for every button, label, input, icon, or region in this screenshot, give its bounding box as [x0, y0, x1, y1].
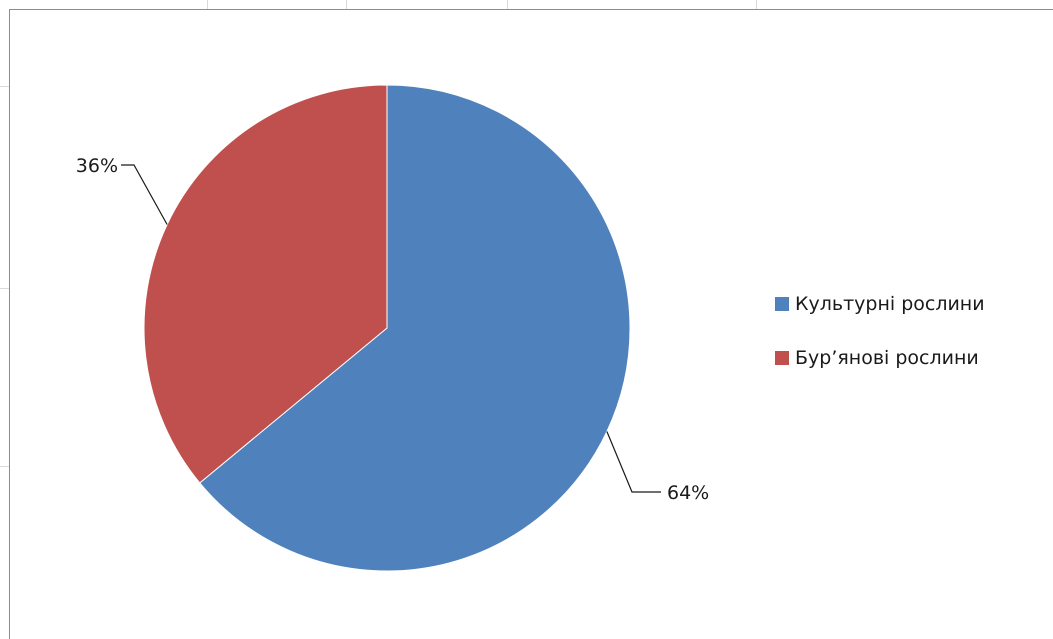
legend-label-weeds: Бур’янові рослини [795, 347, 979, 369]
legend[interactable]: Культурні рослини Бур’янові рослини [775, 291, 985, 399]
legend-label-cultivated: Культурні рослини [795, 293, 985, 315]
sheet-gridline [507, 0, 508, 9]
sheet-gridline [0, 466, 9, 467]
legend-item-weeds[interactable]: Бур’янові рослини [775, 345, 985, 371]
data-label-1: 64% [667, 482, 709, 504]
pie-slice-1[interactable] [199, 84, 631, 572]
sheet-gridline [346, 0, 347, 9]
sheet-gridline [0, 288, 9, 289]
leader-line-1 [606, 431, 661, 493]
pie-slices [143, 84, 631, 572]
leader-lines [121, 164, 661, 493]
data-labels: 64% 36% [76, 155, 709, 504]
leader-line-2 [121, 164, 168, 225]
legend-swatch-weeds [775, 351, 789, 365]
legend-swatch-cultivated [775, 297, 789, 311]
sheet-gridline [756, 0, 757, 9]
pie-slice-2[interactable] [143, 84, 388, 484]
sheet-gridline [0, 86, 9, 87]
chart-frame[interactable] [9, 9, 1053, 639]
sheet-gridline [207, 0, 208, 9]
data-label-2: 36% [76, 155, 118, 177]
legend-item-cultivated[interactable]: Культурні рослини [775, 291, 985, 317]
